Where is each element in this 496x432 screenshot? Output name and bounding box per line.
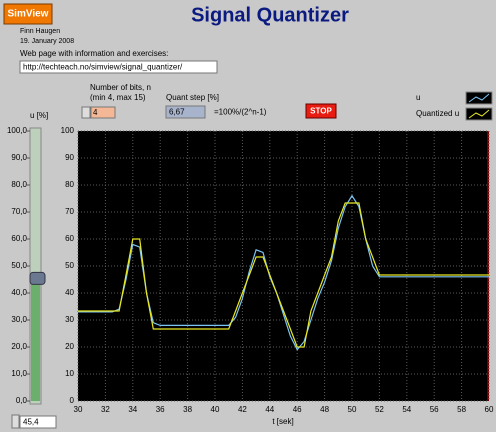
x-tick-label: 52: [375, 405, 384, 414]
x-tick-label: 36: [156, 405, 165, 414]
x-tick-label: 32: [101, 405, 110, 414]
slider-tick-label: 20,0: [11, 342, 27, 351]
slider-tick-label: 60,0: [11, 234, 27, 243]
stop-button[interactable]: [305, 103, 337, 119]
quant-box: [165, 105, 206, 119]
x-axis-label: t [sek]: [272, 417, 293, 426]
y-tick-label: 70: [65, 207, 74, 216]
y-tick-label: 90: [65, 153, 74, 162]
x-tick-label: 58: [457, 405, 466, 414]
y-tick-label: 50: [65, 261, 74, 270]
x-tick-label: 30: [74, 405, 83, 414]
quant-label: Quant step [%]: [166, 93, 219, 102]
title: Signal Quantizer: [191, 4, 349, 26]
x-tick-label: 50: [348, 405, 357, 414]
quant-value: 6,67: [169, 108, 185, 117]
x-tick-label: 40: [211, 405, 220, 414]
legend-line: [468, 93, 490, 103]
author: Finn Haugen: [20, 28, 60, 35]
series-line: [78, 202, 489, 348]
x-tick-label: 38: [183, 405, 192, 414]
y-tick-label: 100: [61, 126, 75, 135]
web-label: Web page with information and exercises:: [20, 49, 168, 58]
button-label[interactable]: SimView: [8, 9, 49, 20]
x-tick-label: 46: [293, 405, 302, 414]
stop-label[interactable]: STOP: [310, 107, 332, 116]
legend-label: Quantized u: [416, 109, 459, 118]
y-tick-label: 20: [65, 342, 74, 351]
slider-tick-label: 90,0: [11, 153, 27, 162]
legend-line: [468, 109, 490, 119]
simview-button[interactable]: [3, 3, 53, 25]
slider-tick-label: 10,0: [11, 369, 27, 378]
slider-tick-label: 0,0: [16, 396, 28, 405]
quant-formula: =100%/(2^n-1): [214, 108, 267, 117]
x-tick-label: 42: [238, 405, 247, 414]
slider-tick-label: 80,0: [11, 180, 27, 189]
slider-thumb[interactable]: [29, 271, 46, 285]
slider-label: u [%]: [30, 111, 48, 120]
slider-spinner[interactable]: [11, 414, 20, 429]
plot-area: [78, 131, 489, 401]
x-tick-label: 48: [320, 405, 329, 414]
legend-label: u: [416, 93, 420, 102]
y-tick-label: 80: [65, 180, 74, 189]
slider-tick-label: 40,0: [11, 288, 27, 297]
url[interactable]: http://techteach.no/simview/signal_quant…: [23, 63, 183, 72]
x-tick-label: 54: [402, 405, 411, 414]
y-tick-label: 40: [65, 288, 74, 297]
y-tick-label: 30: [65, 315, 74, 324]
bits-spinner[interactable]: [81, 106, 91, 119]
bits-range: (min 4, max 15): [90, 93, 146, 102]
bits-value[interactable]: 4: [93, 108, 98, 117]
x-tick-label: 56: [430, 405, 439, 414]
x-tick-label: 34: [128, 405, 137, 414]
slider-tick-label: 100,0: [7, 126, 28, 135]
x-tick-label: 44: [265, 405, 274, 414]
y-tick-label: 10: [65, 369, 74, 378]
bits-label: Number of bits, n: [90, 83, 151, 92]
date: 19. January 2008: [20, 38, 74, 45]
slider-value[interactable]: 45,4: [23, 418, 39, 427]
slider-tick-label: 50,0: [11, 261, 27, 270]
url-box[interactable]: [19, 60, 218, 74]
y-tick-label: 60: [65, 234, 74, 243]
slider-tick-label: 70,0: [11, 207, 27, 216]
slider-value-box[interactable]: [19, 415, 57, 429]
x-tick-label: 60: [485, 405, 494, 414]
slider-tick-label: 30,0: [11, 315, 27, 324]
bits-box[interactable]: [90, 106, 116, 119]
y-tick-label: 0: [70, 396, 75, 405]
slider-fill: [31, 278, 40, 401]
